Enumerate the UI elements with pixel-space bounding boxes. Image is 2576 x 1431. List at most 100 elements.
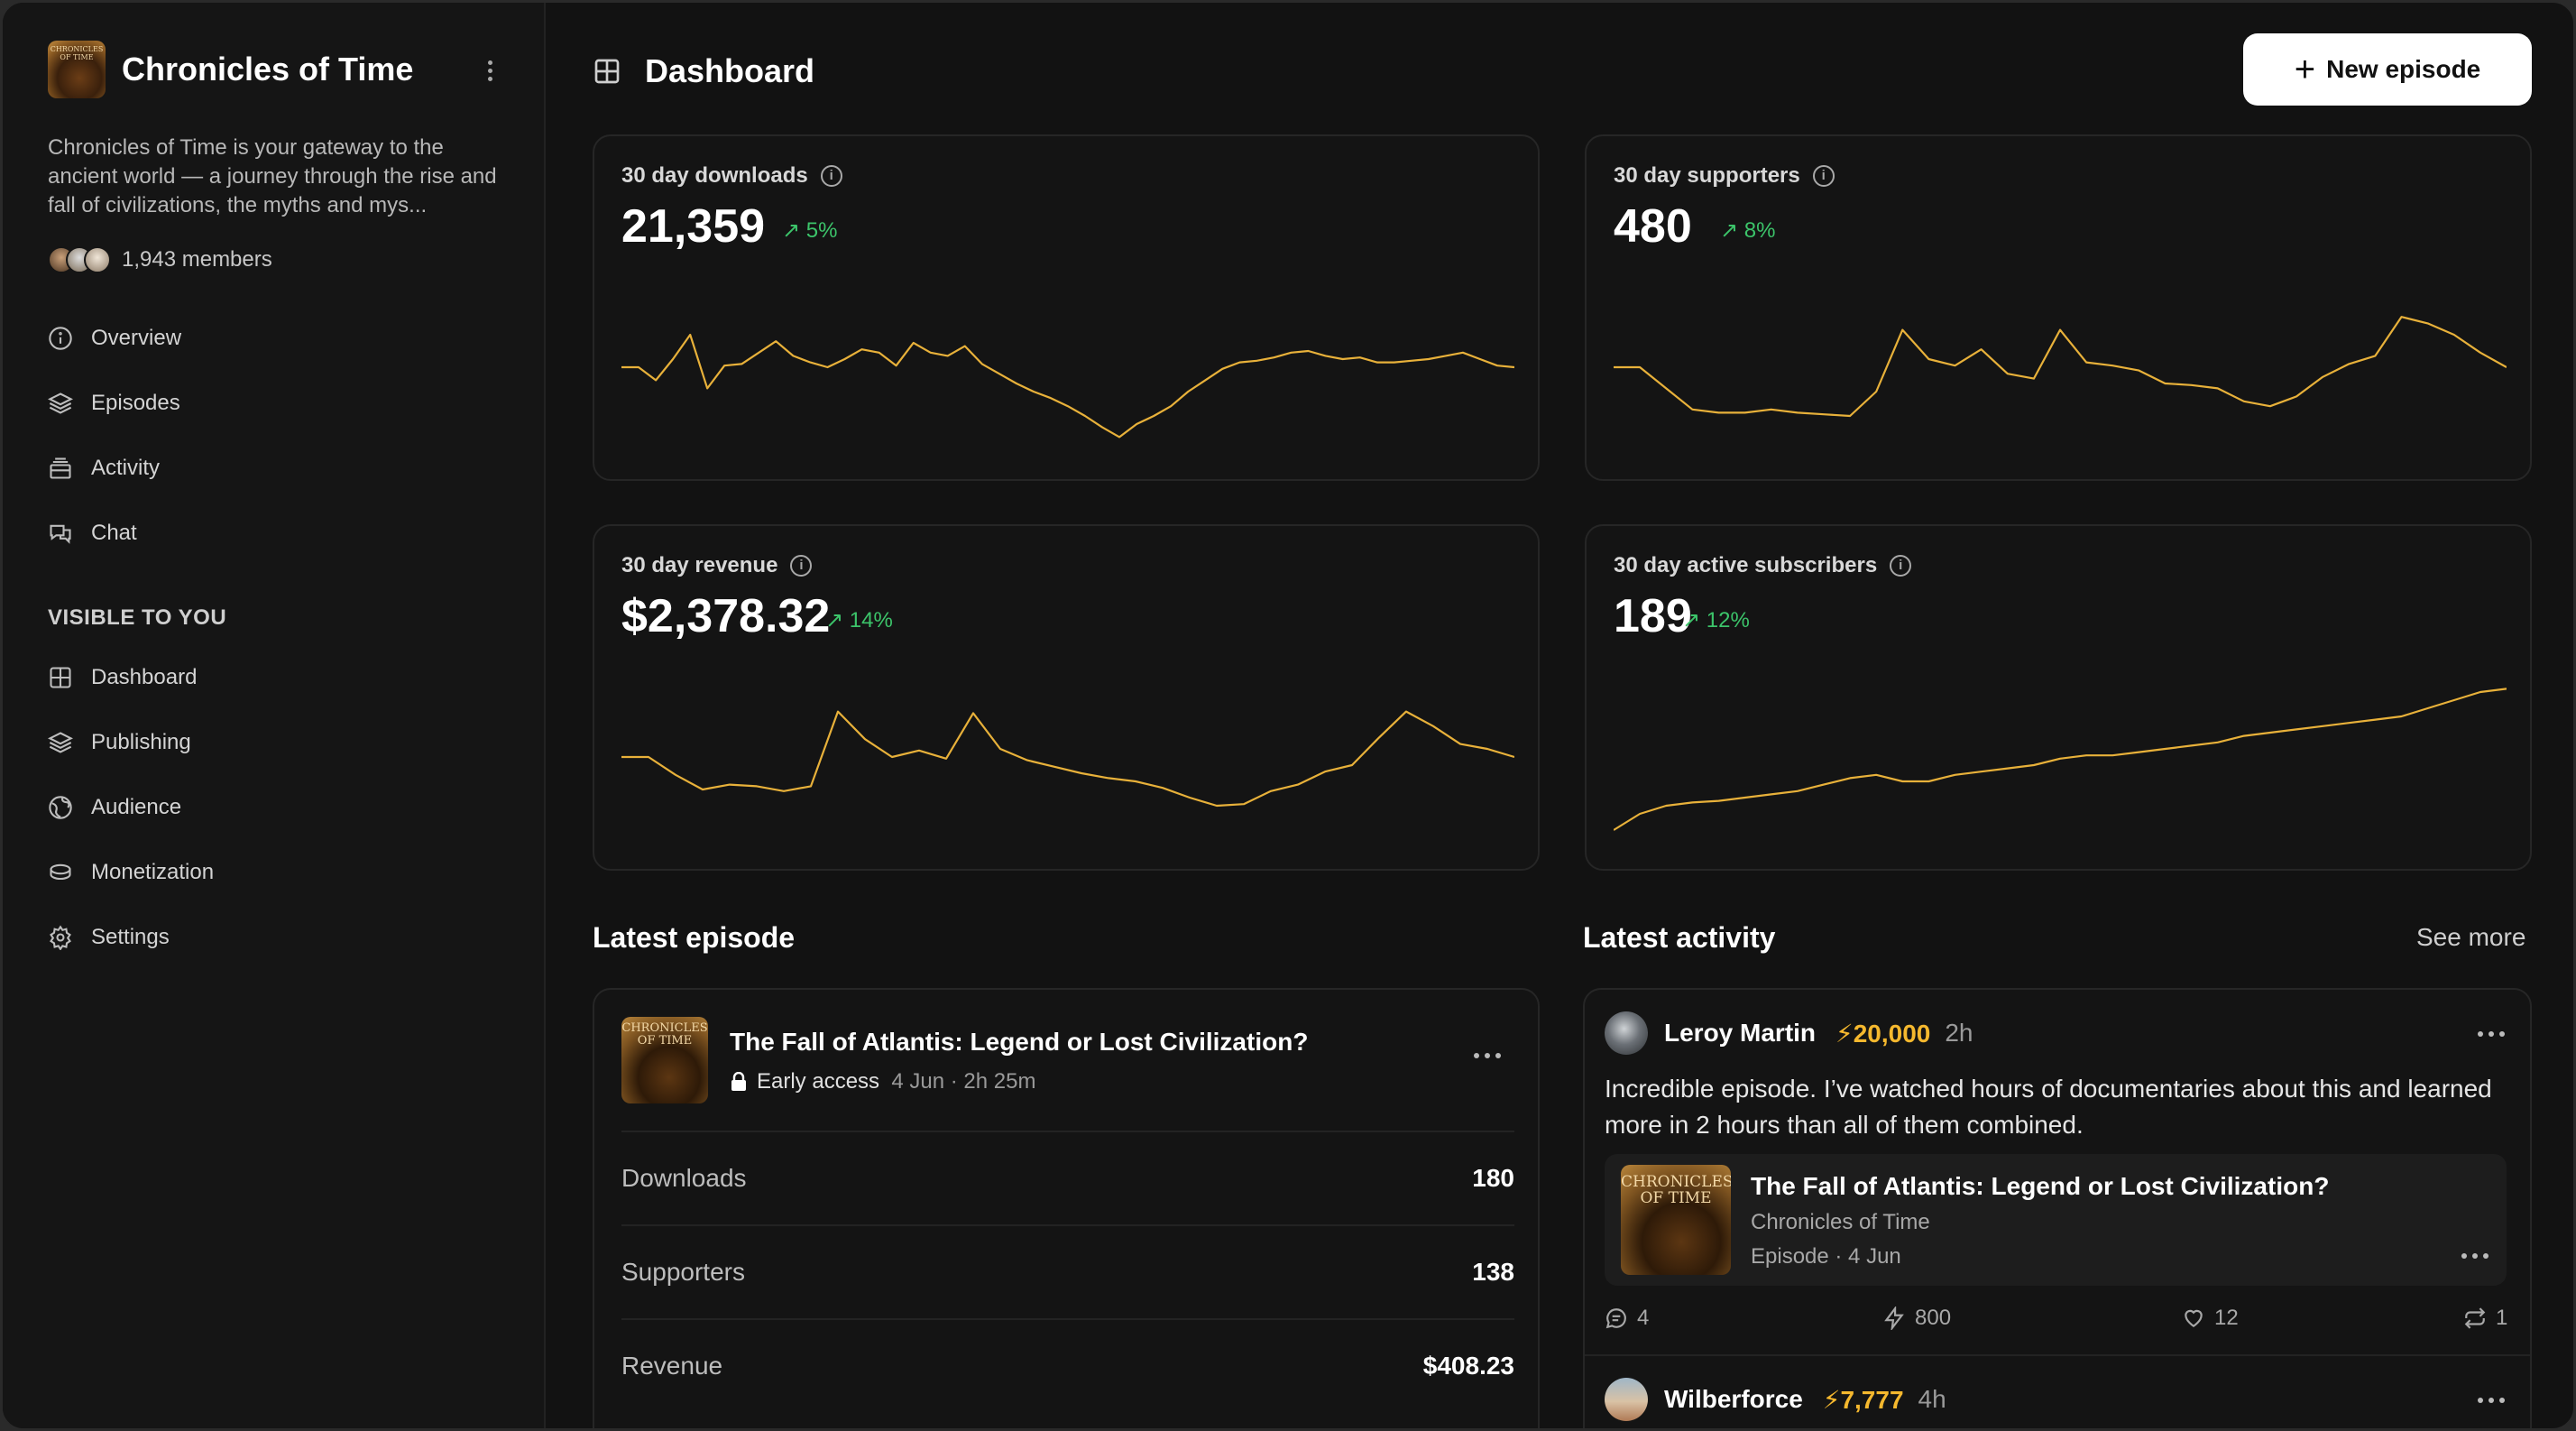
nav-item-dashboard[interactable]: Dashboard: [48, 645, 517, 710]
episode-stat-row: Revenue $408.23: [621, 1318, 1514, 1412]
nav-label: Monetization: [91, 860, 215, 884]
globe-icon: [49, 796, 72, 819]
nav-label: Episodes: [91, 391, 180, 415]
stat-label: 30 day active subscribers: [1614, 553, 1912, 578]
row-label: Revenue: [621, 1352, 723, 1380]
episode-date-duration: 4 Jun · 2h 25m: [891, 1069, 1036, 1094]
info-icon[interactable]: [820, 165, 842, 187]
latest-episode-card[interactable]: CHRONICLES OF TIME The Fall of Atlantis:…: [593, 988, 1540, 1428]
nav-item-activity[interactable]: Activity: [48, 436, 517, 501]
reposts-stat[interactable]: 1: [2463, 1306, 2507, 1331]
brand-title: Chronicles of Time: [122, 51, 414, 88]
layers-icon: [48, 392, 73, 414]
embed-subtitle: Chronicles of Time: [1751, 1210, 1930, 1234]
sparkline-series: [621, 712, 1514, 806]
members-row[interactable]: 1,943 members: [48, 246, 272, 273]
see-more-link[interactable]: See more: [2416, 923, 2526, 951]
row-label: Supporters: [621, 1258, 745, 1286]
sparkline-chart: [621, 684, 1514, 846]
activity-user-name[interactable]: Leroy Martin: [1664, 1019, 1817, 1047]
chat-bubbles-icon: [50, 524, 71, 544]
logo-lettering: CHRONICLES OF TIME: [1621, 1173, 1731, 1207]
sparkline-chart: [621, 294, 1514, 457]
row-value: $408.23: [1422, 1352, 1514, 1380]
activity-more-icon[interactable]: [2478, 1398, 2505, 1403]
zap-amount: ⚡20,000: [1835, 1019, 1931, 1048]
embedded-episode[interactable]: CHRONICLES OF TIME The Fall of Atlantis:…: [1605, 1154, 2507, 1286]
podcast-description: Chronicles of Time is your gateway to th…: [48, 135, 497, 217]
coins-icon: [50, 863, 71, 881]
arrow-up-right-icon: ↗: [1682, 608, 1701, 632]
brand[interactable]: CHRONICLES OF TIME Chronicles of Time: [48, 41, 413, 98]
likes-stat[interactable]: 12: [2182, 1306, 2239, 1331]
divider: [1585, 1354, 2530, 1356]
member-avatars: [48, 246, 111, 273]
page-header: Dashboard: [593, 52, 814, 90]
primary-nav: Overview Episodes Activity Chat: [48, 306, 517, 566]
stat-value: $2,378.32: [621, 590, 831, 642]
main-content: Dashboard + New episode 30 day downloads…: [547, 3, 2573, 1428]
episode-title[interactable]: The Fall of Atlantis: Legend or Lost Civ…: [730, 1028, 1309, 1056]
brand-menu-kebab-icon[interactable]: [472, 57, 508, 93]
row-label: Downloads: [621, 1164, 747, 1192]
sparkline-series: [1614, 688, 2507, 830]
zaps-stat[interactable]: 800: [1882, 1306, 1951, 1331]
stat-value: 21,359: [621, 200, 766, 253]
nav-item-audience[interactable]: Audience: [48, 775, 517, 840]
owner-nav: Dashboard Publishing Audience Monetizati…: [48, 645, 517, 970]
sidebar: CHRONICLES OF TIME Chronicles of Time Ch…: [3, 3, 546, 1428]
info-icon[interactable]: [1812, 165, 1835, 187]
activity-user-name[interactable]: Wilberforce: [1664, 1385, 1803, 1413]
nav-item-chat[interactable]: Chat: [48, 501, 517, 566]
stat-delta: ↗ 5%: [782, 218, 838, 243]
row-value: 138: [1472, 1258, 1514, 1286]
nav-label: Publishing: [91, 730, 191, 754]
bolt-icon: ⚡: [1822, 1385, 1841, 1414]
avatar[interactable]: [1605, 1011, 1648, 1055]
nav-item-overview[interactable]: Overview: [48, 306, 517, 371]
embed-title: The Fall of Atlantis: Legend or Lost Civ…: [1751, 1172, 2330, 1200]
nav-item-publishing[interactable]: Publishing: [48, 710, 517, 775]
podcast-logo: CHRONICLES OF TIME: [48, 41, 106, 98]
stat-value: 480: [1614, 200, 1692, 253]
activity-time: 2h: [1945, 1019, 1973, 1047]
stat-label: 30 day supporters: [1614, 163, 1835, 189]
episode-stat-row: Downloads 180: [621, 1131, 1514, 1224]
comments-stat[interactable]: 4: [1605, 1306, 1649, 1331]
episode-artwork: CHRONICLES OF TIME: [1621, 1165, 1731, 1275]
activity-time: 4h: [1918, 1385, 1946, 1413]
nav-item-settings[interactable]: Settings: [48, 905, 517, 970]
nav-label: Audience: [91, 795, 182, 819]
episode-more-icon[interactable]: [1474, 1053, 1501, 1058]
access-label: Early access: [757, 1069, 880, 1094]
sparkline-chart: [1614, 294, 2507, 457]
heart-icon: [2185, 1309, 2203, 1327]
new-episode-button[interactable]: + New episode: [2243, 33, 2532, 106]
row-value: 180: [1472, 1164, 1514, 1192]
embed-more-icon[interactable]: [2461, 1253, 2489, 1259]
grid-icon: [594, 59, 620, 84]
sparkline-series: [621, 335, 1514, 437]
info-icon[interactable]: [1890, 555, 1912, 577]
activity-header: Leroy Martin ⚡20,000 2h: [1605, 1011, 1973, 1055]
info-icon[interactable]: [790, 555, 813, 577]
layers-icon: [48, 732, 73, 753]
inbox-stack-icon: [50, 457, 71, 479]
stat-delta: ↗ 14%: [825, 608, 893, 632]
arrow-up-right-icon: ↗: [782, 218, 801, 243]
page-title: Dashboard: [645, 52, 815, 89]
comment-icon: [1605, 1308, 1626, 1329]
new-episode-label: New episode: [2326, 55, 2481, 83]
nav-label: Settings: [91, 925, 170, 949]
avatar: [84, 246, 111, 273]
nav-item-monetization[interactable]: Monetization: [48, 840, 517, 905]
episode-artwork: CHRONICLES OF TIME: [621, 1017, 708, 1103]
avatar[interactable]: [1605, 1378, 1648, 1421]
arrow-up-right-icon: ↗: [825, 608, 844, 632]
stat-label: 30 day revenue: [621, 553, 813, 578]
activity-more-icon[interactable]: [2478, 1031, 2505, 1037]
stat-card-supporters: 30 day supporters 480 ↗ 8%: [1585, 134, 2532, 481]
nav-item-episodes[interactable]: Episodes: [48, 371, 517, 436]
nav-label: Dashboard: [91, 665, 198, 689]
